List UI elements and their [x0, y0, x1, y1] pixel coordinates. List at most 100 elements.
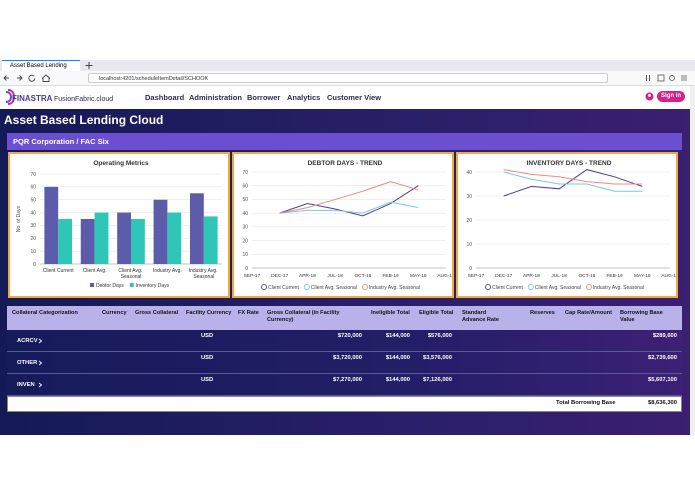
y-tick-label: 10: [466, 242, 472, 248]
y-tick-label: 30: [466, 194, 472, 200]
nav-link[interactable]: Borrower: [247, 93, 281, 102]
legend-swatch: [129, 283, 134, 287]
new-tab-button[interactable]: [84, 61, 94, 70]
breadcrumb-separator: /: [76, 137, 79, 146]
sign-in-button[interactable]: Sign in: [657, 91, 685, 102]
table-row: [7, 352, 682, 374]
column-header: Cap Rate/Amount: [565, 310, 612, 316]
x-tick-label: JUL-18: [327, 273, 343, 279]
address-bar[interactable]: localhost:4201/scheduleItemDetail/SCHOOK: [88, 73, 608, 83]
table-cell: $3,576,000: [422, 355, 452, 361]
table-cell: $144,000: [385, 355, 410, 361]
nav-link[interactable]: Analytics: [287, 93, 321, 102]
y-tick-label: 40: [242, 211, 248, 217]
y-tick-label: 0: [245, 266, 248, 272]
chart-panel: Operating Metrics No. of Days 0 10 20 30 40 50 6…: [8, 152, 230, 298]
browser-tab[interactable]: Asset Based Lending: [2, 60, 80, 71]
x-tick-label: Client Avg. Seasonal: [118, 268, 143, 280]
table-cell: $5,607,100: [647, 377, 677, 383]
table-cell: $7,270,000: [332, 377, 362, 383]
x-tick-label: JUL-18: [551, 273, 567, 279]
category-toggle[interactable]: ACRCV: [17, 338, 38, 344]
x-tick-label: OCT-18: [354, 273, 371, 279]
column-header: Standard Advance Rate: [462, 310, 499, 323]
column-header: Borrowing Base Value: [620, 310, 663, 323]
y-tick-label: 70: [242, 170, 248, 176]
table-cell: USD: [201, 333, 214, 339]
column-header: Gross Collateral: [135, 310, 179, 316]
app-header: [0, 86, 690, 109]
legend-marker: [585, 283, 592, 290]
x-tick-label: Client Avg.: [83, 268, 107, 274]
legend-label: Industry Avg. Seasonal: [593, 285, 644, 291]
total-value: $8,636,300: [647, 400, 677, 406]
table-cell: $144,000: [385, 333, 410, 339]
user-icon[interactable]: [645, 92, 654, 101]
y-tick-label: 30: [30, 223, 36, 229]
breadcrumb-item[interactable]: PQR Corporation: [13, 137, 75, 146]
chevron-icon: [38, 360, 43, 366]
legend-label: Inventory Days: [136, 283, 170, 289]
y-tick-label: 10: [242, 252, 248, 258]
nav-link[interactable]: Administration: [189, 93, 242, 102]
url-text: localhost:4201/scheduleItemDetail/SCHOOK: [99, 76, 209, 82]
nav-link[interactable]: Customer View: [327, 93, 382, 102]
y-tick-label: 20: [30, 236, 36, 242]
legend-label: Client Avg. Seasonal: [311, 285, 357, 291]
x-tick-label: FEB-19: [382, 273, 399, 279]
table-cell: $720,000: [337, 333, 362, 339]
line-series: [503, 169, 643, 185]
total-label: Total Borrowing Base: [556, 400, 616, 406]
y-tick-label: 0: [33, 262, 36, 268]
chevron-icon: [38, 382, 43, 388]
legend-label: Client Avg. Seasonal: [535, 285, 581, 291]
chart-title: Operating Metrics: [93, 160, 149, 167]
column-header: Reserves: [530, 310, 555, 316]
chart-title: DEBTOR DAYS - TREND: [308, 160, 383, 167]
column-header: Currency: [102, 310, 127, 316]
category-toggle[interactable]: OTHER: [17, 360, 38, 366]
column-header: Ineligible Total: [371, 310, 410, 316]
table-cell: $2,739,600: [647, 355, 677, 361]
bar: [58, 219, 73, 264]
breadcrumb-item[interactable]: FAC Six: [80, 137, 109, 146]
chart-panel: DEBTOR DAYS - TREND 0 10 20 30 40 50 60 70 SEP-17…: [232, 152, 454, 298]
x-tick-label: MAY-19: [410, 273, 427, 279]
line-series: [503, 171, 643, 192]
table-cell: USD: [201, 377, 214, 383]
chevron-icon: [38, 338, 43, 344]
table-row: [7, 374, 682, 396]
table-cell: $7,126,000: [422, 377, 452, 383]
breadcrumb-bar: [7, 133, 682, 150]
bar: [153, 199, 168, 264]
total-row: [7, 396, 682, 412]
scrollbar[interactable]: [690, 86, 695, 435]
y-tick-label: 60: [30, 185, 36, 191]
legend-label: Client Current: [268, 285, 299, 291]
browser-nav-icons[interactable]: [3, 73, 85, 83]
legend-swatch: [90, 283, 94, 287]
nav-link[interactable]: Dashboard: [145, 93, 185, 102]
x-tick-label: APR-18: [299, 273, 316, 279]
x-tick-label: Industry Avg.: [153, 268, 182, 274]
legend-marker: [527, 283, 534, 290]
chart-panel: INVENTORY DAYS - TREND 0 10 20 30 40 SEP-17 DEC…: [456, 152, 678, 298]
legend-label: Debtor Days: [96, 283, 124, 289]
brand-name: FINASTRA: [12, 94, 53, 103]
breadcrumb: PQR Corporation / FAC Six: [13, 137, 109, 146]
y-tick-label: 0: [469, 266, 472, 272]
table-cell: $144,000: [385, 377, 410, 383]
table-cell: $576,000: [427, 333, 452, 339]
legend-label: Client Current: [492, 285, 523, 291]
legend-marker: [260, 283, 267, 290]
bar: [131, 219, 145, 264]
line-series: [279, 185, 419, 217]
tab-bar: [0, 60, 695, 71]
table-header: [7, 306, 682, 330]
browser-tool-icons[interactable]: [612, 73, 690, 83]
category-toggle[interactable]: INVEN: [17, 382, 35, 388]
legend-label: Industry Avg. Seasonal: [369, 285, 420, 291]
brand-logo[interactable]: FINASTRA FusionFabric.cloud: [4, 86, 134, 108]
y-tick-label: 40: [30, 210, 36, 216]
